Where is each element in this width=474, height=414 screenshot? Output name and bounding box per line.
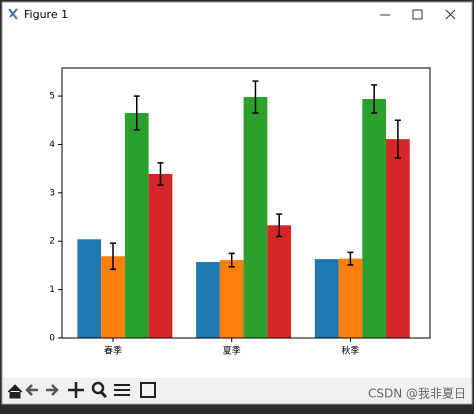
zoom-button[interactable] (91, 381, 105, 395)
bar (101, 256, 125, 338)
bar (386, 139, 410, 338)
error-bar (394, 119, 401, 159)
save-button[interactable] (140, 382, 156, 398)
error-bar (371, 84, 378, 114)
bar (219, 260, 244, 338)
zoom-handle (99, 390, 108, 399)
error-bar (228, 252, 235, 268)
y-tick-label: 5 (49, 92, 55, 102)
configure-button[interactable] (114, 384, 130, 396)
window-title: Figure 1 (24, 8, 68, 21)
x-tick-label: 春季 (104, 345, 122, 357)
watermark: CSDN @我非夏日 (368, 387, 466, 401)
y-tick-label: 1 (49, 285, 55, 295)
error-bar (157, 162, 164, 186)
bar (267, 225, 292, 338)
home-button[interactable] (7, 384, 23, 399)
toolbar: CSDN @我非夏日 (3, 378, 471, 403)
y-tick-label: 4 (49, 140, 55, 150)
bar (362, 98, 387, 338)
pan-button[interactable] (68, 382, 84, 398)
x-tick-label: 秋季 (341, 345, 359, 357)
error-bar (110, 242, 116, 271)
maximize-button[interactable] (412, 9, 423, 20)
title-bar: Figure 1 (8, 8, 456, 21)
back-button[interactable] (25, 384, 38, 396)
forward-button[interactable] (46, 384, 59, 396)
bar (196, 262, 220, 338)
bar (77, 239, 102, 338)
app-icon (8, 8, 18, 20)
bar (314, 259, 339, 338)
error-bar (133, 95, 140, 131)
error-bar (252, 80, 259, 114)
bar (243, 97, 268, 338)
error-bar (276, 213, 283, 238)
bar (338, 258, 363, 338)
plot: 0 1 2 3 4 5 春季 夏季 秋季 (49, 67, 431, 357)
close-button[interactable] (445, 9, 456, 20)
y-tick-label: 2 (49, 237, 55, 247)
y-tick-label: 0 (49, 334, 55, 344)
axes-frame (61, 67, 431, 339)
bar (148, 173, 173, 338)
x-tick-label: 夏季 (223, 345, 241, 357)
error-bar (347, 251, 354, 266)
bar (124, 113, 149, 338)
y-tick-label: 3 (49, 188, 55, 198)
